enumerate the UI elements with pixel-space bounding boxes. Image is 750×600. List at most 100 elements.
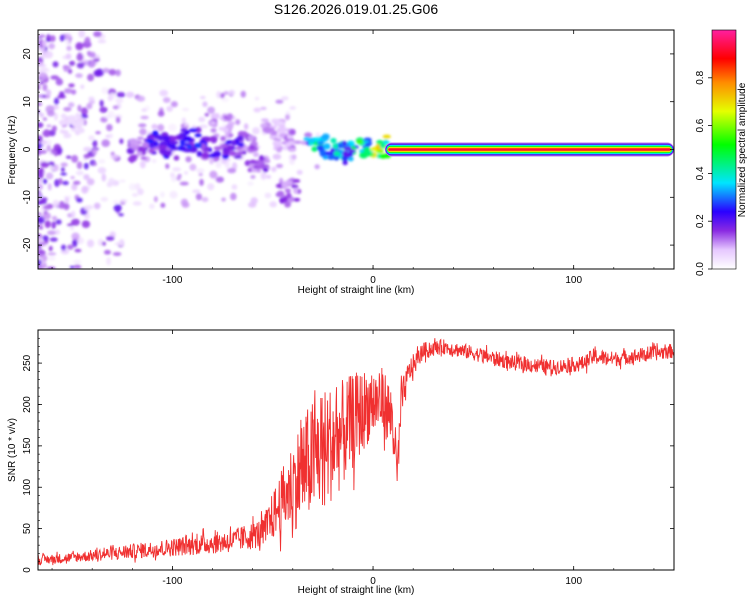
cluster-blob — [159, 149, 169, 155]
cluster-blob — [148, 142, 155, 148]
spectral-blob — [119, 138, 124, 145]
spectral-blob — [215, 176, 224, 183]
spectral-blob — [78, 30, 86, 38]
cluster-blob — [193, 142, 203, 149]
spectral-blob — [132, 193, 138, 197]
cluster-blob — [279, 197, 285, 204]
spectral-blob — [58, 200, 66, 209]
spectral-blob — [46, 110, 55, 117]
cluster-blob — [262, 167, 269, 173]
spectral-blob — [64, 88, 73, 94]
spectral-blob — [74, 248, 82, 253]
spectral-blob — [88, 96, 95, 101]
spectral-blob — [195, 193, 203, 201]
spectral-blob — [227, 167, 237, 174]
spectral-blob — [221, 97, 229, 103]
spectral-blob — [199, 124, 209, 129]
cluster-blob — [222, 115, 229, 120]
spectral-blob — [86, 178, 95, 186]
spectral-blob — [38, 259, 42, 266]
spectral-blob — [73, 259, 82, 264]
spectral-blob — [46, 266, 56, 269]
cluster-blob — [179, 139, 185, 146]
spectral-blob — [247, 181, 254, 186]
cluster-blob — [341, 155, 349, 161]
snr-xtick-label: 0 — [370, 576, 376, 587]
cluster-blob — [237, 142, 245, 147]
spectral-blob — [87, 59, 96, 68]
spectral-blob — [40, 161, 48, 168]
colorbar-tick-label: 0.0 — [695, 262, 706, 276]
spectral-blob — [275, 99, 284, 104]
spectral-blob — [65, 155, 72, 159]
cluster-blob — [316, 144, 325, 152]
colorbar-label: Normalized spectral amplitude — [737, 82, 748, 217]
cluster-blob — [186, 136, 192, 143]
spectral-blob — [38, 94, 44, 98]
spectral-blob — [76, 237, 84, 245]
spectral-blob — [99, 106, 108, 113]
cluster-blob — [342, 159, 348, 166]
cluster-blob — [129, 143, 137, 149]
cluster-blob — [235, 151, 244, 156]
spectral-blob — [169, 172, 175, 178]
spectral-blob — [38, 191, 42, 198]
spectral-blob — [65, 39, 70, 46]
spectrogram-ytick-label: 10 — [22, 96, 33, 108]
spectral-blob — [192, 189, 201, 194]
cluster-blob — [158, 144, 168, 150]
cluster-blob — [272, 140, 282, 146]
cluster-blob — [276, 147, 282, 153]
spectral-blob — [64, 196, 70, 204]
spectral-blob — [53, 97, 59, 105]
spectral-blob — [44, 220, 51, 229]
spectral-blob — [92, 161, 97, 166]
cluster-blob — [226, 145, 234, 151]
spectral-blob — [57, 150, 62, 156]
cluster-blob — [152, 130, 159, 136]
spectral-blob — [83, 221, 89, 227]
colorbar-tick-label: 0.8 — [695, 70, 706, 84]
spectral-blob — [304, 132, 313, 138]
cluster-blob — [213, 146, 223, 151]
spectral-blob — [180, 198, 189, 207]
spectral-blob — [289, 159, 295, 165]
spectral-blob — [42, 117, 48, 121]
spectral-blob — [272, 153, 282, 160]
spectral-blob — [38, 171, 44, 179]
spectral-blob — [170, 101, 178, 108]
spectral-blob — [293, 140, 302, 144]
spectral-blob — [118, 213, 124, 217]
spectral-blob — [50, 75, 59, 80]
spectral-blob — [243, 123, 249, 130]
spectral-blob — [106, 123, 113, 132]
spectral-blob — [266, 174, 272, 179]
cluster-blob — [321, 133, 330, 140]
cluster-blob — [77, 117, 85, 122]
spectral-blob — [291, 154, 297, 160]
spectrogram-ytick-label: 0 — [22, 146, 33, 152]
spectral-blob — [93, 69, 102, 77]
spectral-blob — [280, 96, 289, 101]
spectral-blob — [44, 129, 49, 137]
cluster-blob — [342, 150, 350, 157]
spectral-blob — [88, 51, 96, 58]
spectral-blob — [39, 80, 44, 85]
spectral-blob — [83, 153, 91, 159]
spectral-blob — [101, 173, 107, 182]
spectral-blob — [63, 33, 72, 41]
spectral-blob — [42, 212, 51, 220]
cluster-blob — [263, 159, 271, 164]
spectrogram-ytick-label: 20 — [22, 48, 33, 60]
cluster-blob — [279, 133, 287, 138]
spectral-blob — [53, 112, 59, 121]
spectral-blob — [136, 95, 146, 102]
spectral-blob — [110, 154, 119, 160]
cluster-blob — [276, 120, 285, 126]
spectral-blob — [216, 91, 222, 99]
spectral-blob — [165, 163, 170, 169]
snr-ytick-label: 100 — [22, 478, 33, 495]
cluster-blob — [60, 113, 67, 119]
cluster-blob — [201, 152, 210, 159]
cluster-blob — [148, 149, 154, 154]
